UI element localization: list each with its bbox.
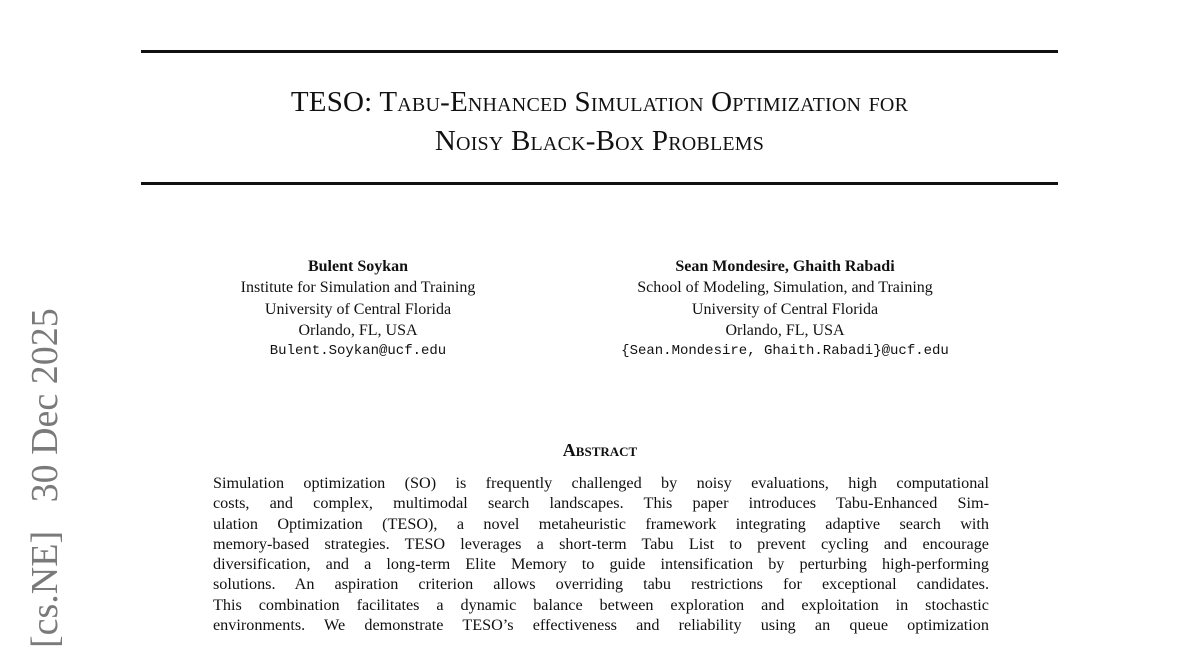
abstract-heading: Abstract (562, 440, 638, 460)
author-location: Orlando, FL, USA (298, 321, 418, 339)
abstract-body: Simulation optimization (SO) is frequent… (213, 473, 989, 635)
author-university: University of Central Florida (691, 300, 879, 318)
author-email: {Sean.Mondesire, Ghaith.Rabadi}@ucf.edu (621, 343, 949, 360)
abstract-line: environments. We demonstrate TESO’s effe… (213, 616, 989, 635)
author-affiliation: Institute for Simulation and Training (240, 279, 476, 297)
abstract-line: This combination facilitates a dynamic b… (213, 595, 989, 614)
top-rule (141, 50, 1058, 53)
abstract-line: solutions. An aspiration criterion allow… (213, 575, 989, 594)
author-location: Orlando, FL, USA (725, 321, 845, 339)
author-block-1: Bulent Soykan Institute for Simulation a… (148, 256, 568, 362)
author-affiliation: School of Modeling, Simulation, and Trai… (637, 279, 933, 297)
paper-title: TESO: Tabu-Enhanced Simulation Optimizat… (141, 83, 1058, 161)
abstract-line: ulation Optimization (TESO), a novel met… (213, 514, 989, 533)
bottom-rule (141, 182, 1058, 185)
author-block-2: Sean Mondesire, Ghaith Rabadi School of … (575, 256, 995, 362)
author-email: Bulent.Soykan@ucf.edu (269, 343, 447, 360)
author-university: University of Central Florida (264, 300, 452, 318)
abstract-line: diversification, and a long-term Elite M… (213, 555, 989, 574)
abstract-line: costs, and complex, multimodal search la… (213, 494, 989, 513)
title-line-1: TESO: Tabu-Enhanced Simulation Optimizat… (290, 86, 909, 118)
arxiv-stamp: [cs.NE] 30 Dec 2025 (24, 308, 66, 648)
author-name: Bulent Soykan (307, 258, 409, 275)
abstract-line: Simulation optimization (SO) is frequent… (213, 474, 989, 492)
title-line-2: Noisy Black-Box Problems (434, 125, 765, 157)
abstract-line: memory-based strategies. TESO leverages … (213, 534, 989, 553)
author-name: Sean Mondesire, Ghaith Rabadi (675, 258, 895, 275)
